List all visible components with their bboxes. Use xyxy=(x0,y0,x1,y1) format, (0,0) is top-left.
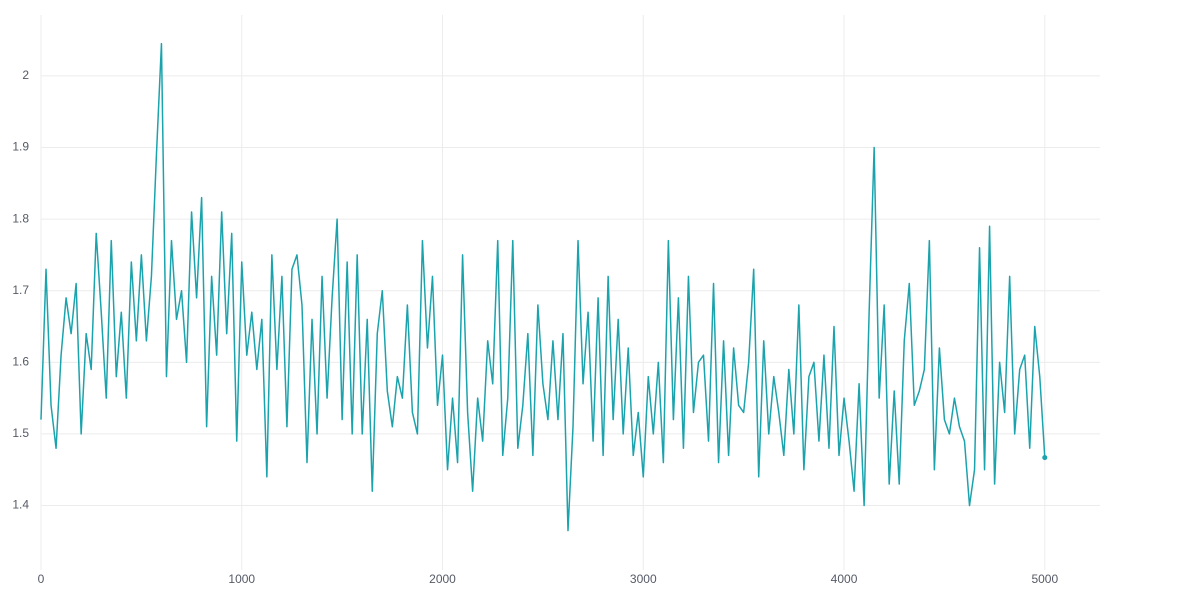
x-tick-label: 2000 xyxy=(429,572,456,586)
x-tick-label: 3000 xyxy=(630,572,657,586)
y-tick-label: 1.8 xyxy=(12,211,29,225)
y-tick-label: 1.4 xyxy=(12,498,29,512)
y-tick-label: 1.5 xyxy=(12,426,29,440)
x-tick-label: 1000 xyxy=(228,572,255,586)
line xyxy=(40,42,1046,532)
x-tick-label: 0 xyxy=(38,572,45,586)
x-tick-label: 4000 xyxy=(831,572,858,586)
y-tick-label: 1.7 xyxy=(12,283,29,297)
x-tick-label: 5000 xyxy=(1031,572,1058,586)
y-tick-label: 1.9 xyxy=(12,140,29,154)
end-point xyxy=(1042,455,1048,461)
y-tick-label: 2 xyxy=(22,68,29,82)
y-tick-label: 1.6 xyxy=(12,354,29,368)
